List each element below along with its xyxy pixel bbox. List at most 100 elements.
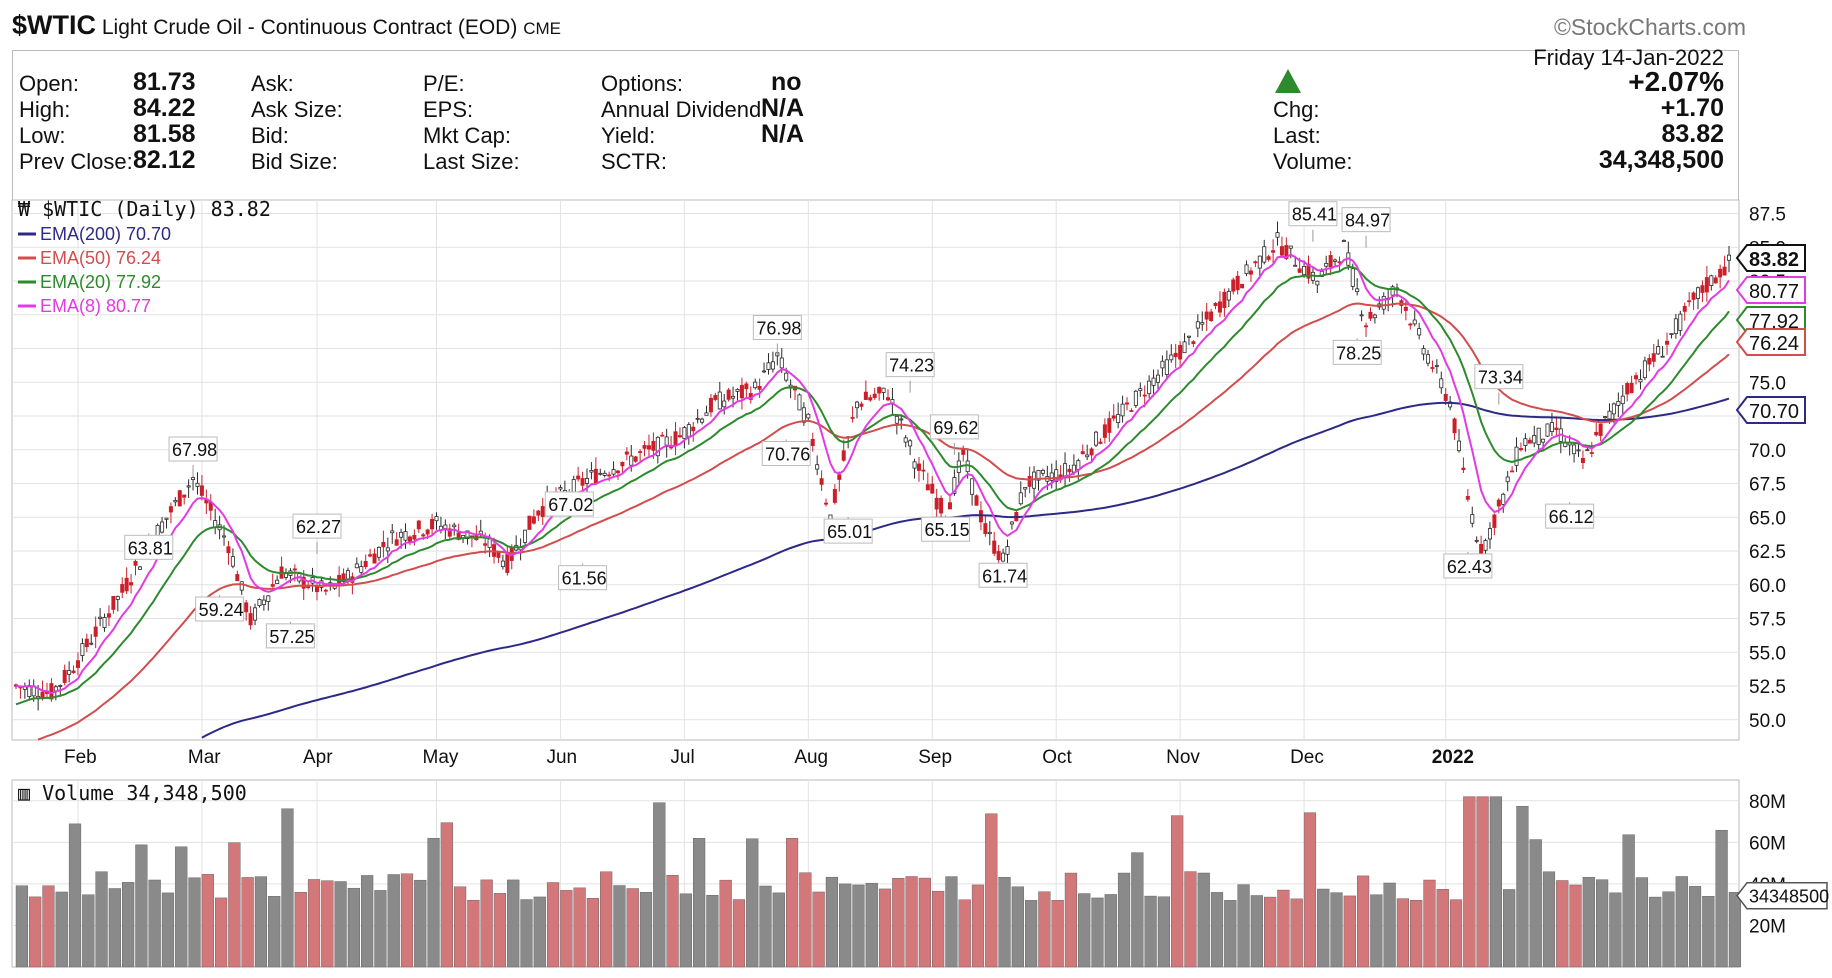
candle — [1465, 496, 1470, 500]
volume-tag — [1736, 881, 1828, 910]
candle — [1094, 431, 1099, 446]
candle — [1275, 232, 1280, 238]
candle — [615, 470, 620, 474]
sctr-label: SCTR: — [601, 149, 667, 174]
candle — [1355, 288, 1360, 293]
prev-close-label: Prev Close: — [19, 149, 133, 174]
options-value: no — [771, 68, 802, 96]
candle — [1390, 286, 1395, 296]
candle — [292, 568, 297, 571]
volume-bar — [334, 881, 347, 968]
candle — [1651, 353, 1656, 362]
candle — [987, 531, 992, 535]
volume-bar — [878, 888, 892, 968]
volume-bar — [387, 874, 400, 968]
candle — [770, 361, 775, 370]
annotation-label: 69.62 — [933, 418, 978, 438]
annotation-label: 70.76 — [765, 444, 810, 464]
candle — [1470, 514, 1475, 524]
candle — [496, 551, 501, 558]
chg-value: +1.70 — [1660, 94, 1724, 122]
candle — [655, 436, 660, 457]
volume-bar — [1622, 834, 1635, 968]
candle — [1505, 476, 1510, 483]
candle — [98, 616, 103, 619]
symbol: $WTIC — [12, 10, 96, 40]
candle — [248, 613, 253, 626]
y-tick-label: 62.5 — [1749, 542, 1786, 563]
annotation-box — [124, 534, 174, 560]
candle — [394, 539, 399, 546]
y-tick-label: 70.0 — [1749, 441, 1786, 462]
candle — [523, 529, 528, 543]
candle — [1549, 422, 1554, 432]
candle — [983, 523, 988, 534]
volume-bar — [1051, 900, 1064, 968]
volume-bar — [294, 892, 307, 968]
volume-bar — [1675, 876, 1688, 968]
candle — [1253, 261, 1258, 264]
brand-logo[interactable]: ©StockCharts.com — [1553, 14, 1746, 40]
candle — [1217, 301, 1222, 313]
candle — [84, 638, 89, 648]
volume-bar — [42, 885, 55, 968]
volume-bar — [1582, 877, 1595, 968]
candle — [806, 413, 811, 419]
candle — [1279, 246, 1284, 256]
volume-bar — [1569, 884, 1582, 968]
volume-bar — [693, 838, 706, 968]
volume-bar — [1197, 872, 1210, 968]
volume-tick-label: 20M — [1749, 916, 1786, 937]
volume-bar — [706, 894, 719, 968]
value-tag — [1735, 396, 1806, 424]
candle — [722, 400, 727, 408]
yield-value: N/A — [761, 120, 805, 148]
candle — [230, 556, 235, 567]
candle — [1589, 452, 1594, 454]
candle — [686, 424, 691, 438]
volume-bar — [1688, 886, 1702, 968]
low-label: Low: — [19, 123, 66, 148]
volume-bar — [1038, 891, 1051, 968]
candle — [1120, 403, 1125, 417]
volume-tag-label: 34348500 — [1749, 887, 1829, 907]
candle — [850, 417, 855, 419]
candle — [660, 434, 665, 437]
candle — [585, 478, 590, 484]
candle — [607, 474, 612, 477]
candle — [1302, 266, 1307, 275]
candle — [372, 553, 377, 564]
volume-bar — [639, 892, 653, 968]
volume-bar — [772, 892, 785, 968]
volume-bar — [1463, 796, 1476, 968]
bid-label: Bid: — [251, 123, 289, 148]
candle — [1284, 245, 1289, 259]
annotation-label: 66.12 — [1549, 507, 1594, 527]
volume-bar — [454, 886, 467, 968]
volume-bar — [1423, 879, 1436, 968]
candle — [133, 560, 138, 566]
ema-8-line — [15, 253, 1730, 695]
candle — [1616, 400, 1621, 406]
candle — [925, 484, 930, 491]
candle — [677, 435, 682, 438]
candle — [713, 395, 718, 400]
candle — [558, 487, 563, 490]
volume-bar — [958, 899, 971, 968]
legend-entry: EMA(20) 77.92 — [40, 272, 161, 292]
volume-bar — [812, 891, 825, 968]
volume-bar — [307, 879, 321, 968]
candle — [120, 584, 125, 593]
candle — [1147, 380, 1152, 395]
candle — [421, 534, 426, 537]
candle — [1722, 266, 1727, 276]
annotation-box — [752, 315, 802, 341]
candle — [894, 415, 899, 424]
candle — [1669, 333, 1674, 336]
volume-bar — [268, 896, 281, 968]
candle — [1656, 346, 1661, 355]
last-value: 83.82 — [1661, 120, 1724, 148]
candle — [717, 391, 722, 410]
annotation-box — [1288, 201, 1338, 227]
candle — [487, 538, 492, 548]
